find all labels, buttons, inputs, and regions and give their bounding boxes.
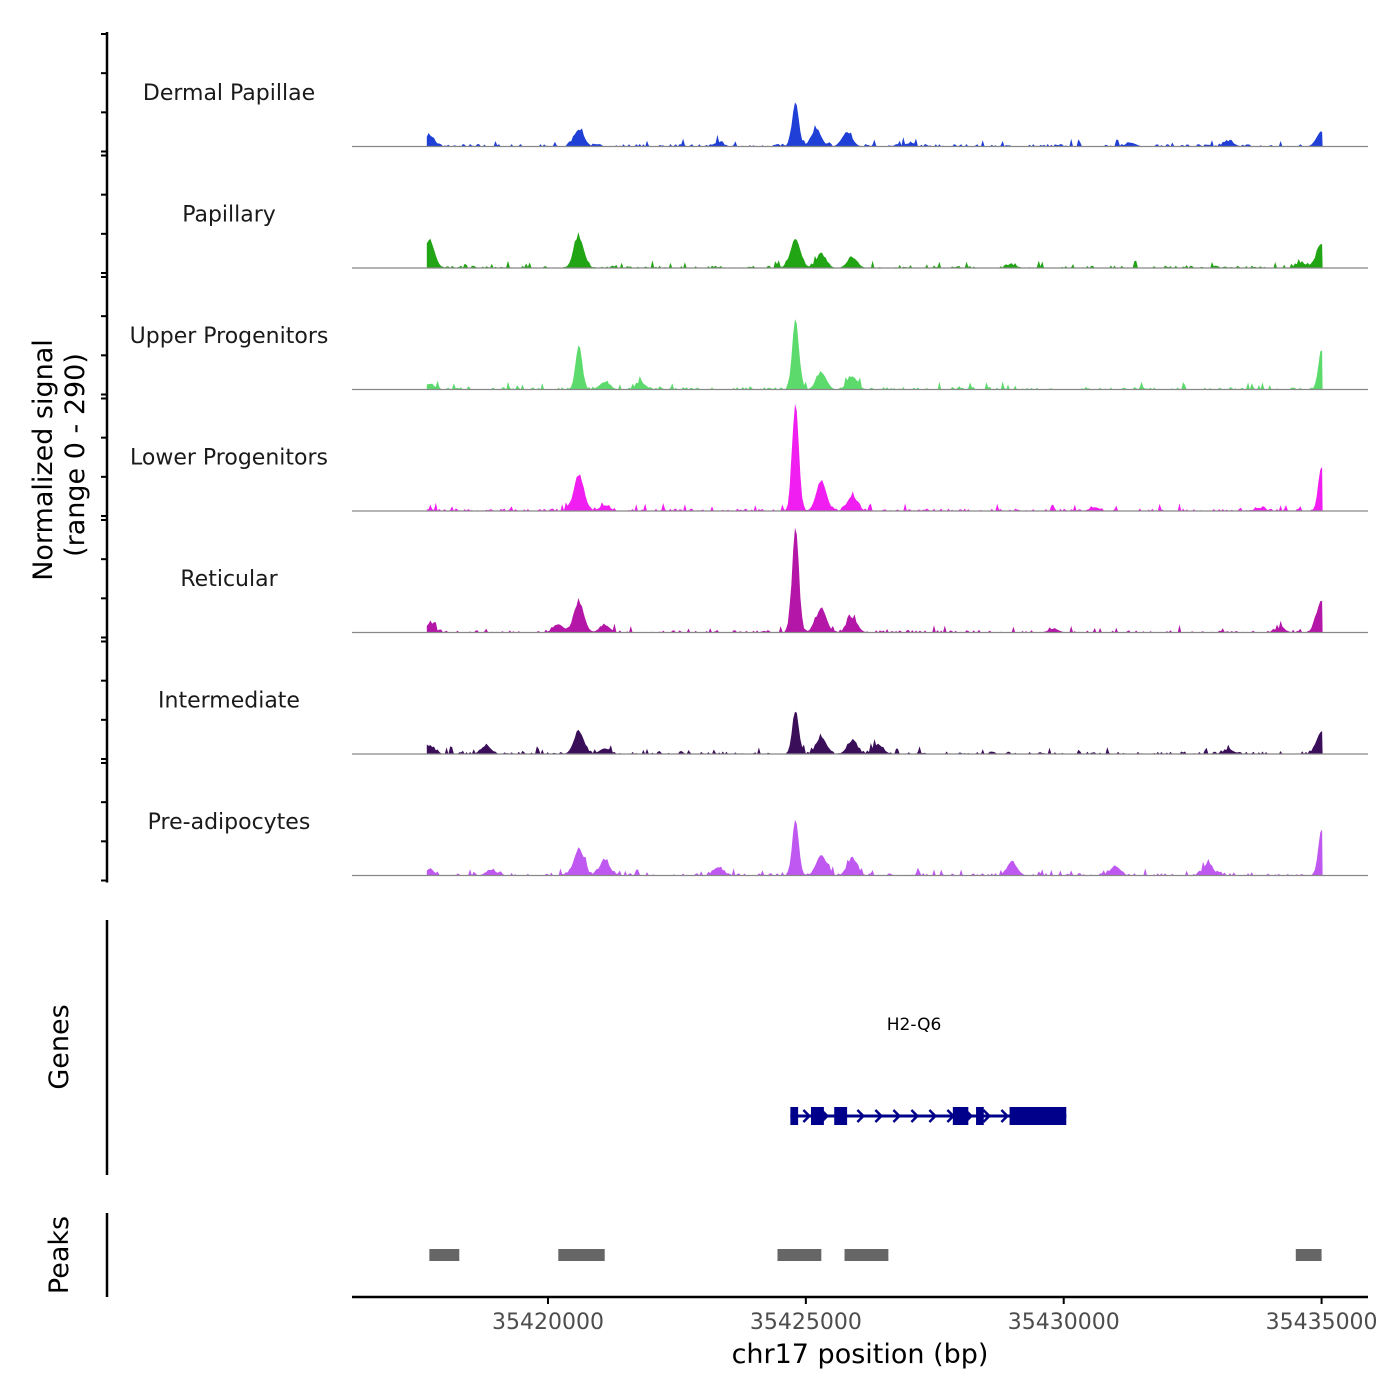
track-label: Pre-adipocytes xyxy=(148,810,311,835)
track-intermediate: Intermediate xyxy=(158,689,1368,755)
x-tick-label: 35435000 xyxy=(1266,1310,1378,1335)
x-axis-title: chr17 position (bp) xyxy=(732,1339,989,1370)
gene-exon xyxy=(811,1107,824,1125)
peaks-axis-label: Peaks xyxy=(44,1216,75,1294)
track-upper-progenitors: Upper Progenitors xyxy=(130,319,1368,391)
track-label: Dermal Papillae xyxy=(143,81,315,106)
peak-region xyxy=(777,1249,822,1261)
peak-region xyxy=(429,1249,460,1261)
signal-axis-label-line2: (range 0 - 290) xyxy=(60,353,91,557)
gene-name-label: H2-Q6 xyxy=(887,1015,942,1035)
x-tick-label: 35425000 xyxy=(750,1310,862,1335)
x-axis: 35420000 35425000 35430000 35435000 chr17 p… xyxy=(352,1295,1378,1370)
track-lower-progenitors: Lower Progenitors xyxy=(130,403,1368,512)
track-label: Intermediate xyxy=(158,689,300,714)
gene-exon xyxy=(976,1107,984,1125)
track-label: Upper Progenitors xyxy=(130,324,329,349)
track-label: Lower Progenitors xyxy=(130,446,328,471)
strand-arrow xyxy=(982,1109,992,1123)
signal-axis-label-line1: Normalized signal xyxy=(28,339,59,581)
track-label: Reticular xyxy=(180,567,278,592)
peak-region xyxy=(1295,1249,1322,1261)
track-label: Papillary xyxy=(182,203,276,228)
signal-y-axis xyxy=(101,32,109,883)
track-papillary: Papillary xyxy=(182,203,1368,269)
strand-arrow xyxy=(928,1109,938,1123)
gene-exon xyxy=(1009,1107,1067,1125)
strand-arrow xyxy=(892,1109,902,1123)
signal-tracks: Dermal Papillae Papillary Upper Progenitor… xyxy=(130,81,1368,877)
track-pre-adipocytes: Pre-adipocytes xyxy=(148,810,1368,877)
genes-panel: Genes H2-Q6 xyxy=(44,920,1067,1175)
track-reticular: Reticular xyxy=(180,527,1368,634)
peak-region xyxy=(558,1249,605,1261)
gene-exon xyxy=(952,1107,969,1125)
strand-arrow xyxy=(856,1109,866,1123)
genes-axis-label: Genes xyxy=(44,1004,75,1089)
x-tick-label: 35430000 xyxy=(1008,1310,1120,1335)
peak-boxes xyxy=(429,1249,1322,1261)
peak-region xyxy=(844,1249,889,1261)
peaks-panel: Peaks xyxy=(44,1213,1322,1297)
gene-exon xyxy=(834,1107,848,1125)
strand-arrow xyxy=(1000,1109,1010,1123)
gene-model-h2-q6 xyxy=(790,1107,1067,1125)
x-axis-ticks: 35420000 35425000 35430000 35435000 xyxy=(492,1297,1378,1335)
strand-arrow xyxy=(802,1109,812,1123)
signal-area xyxy=(426,711,1323,754)
strand-arrow xyxy=(910,1109,920,1123)
track-dermal-papillae: Dermal Papillae xyxy=(143,81,1368,148)
x-tick-label: 35420000 xyxy=(492,1310,604,1335)
strand-arrow xyxy=(874,1109,884,1123)
gene-exon xyxy=(790,1107,799,1125)
